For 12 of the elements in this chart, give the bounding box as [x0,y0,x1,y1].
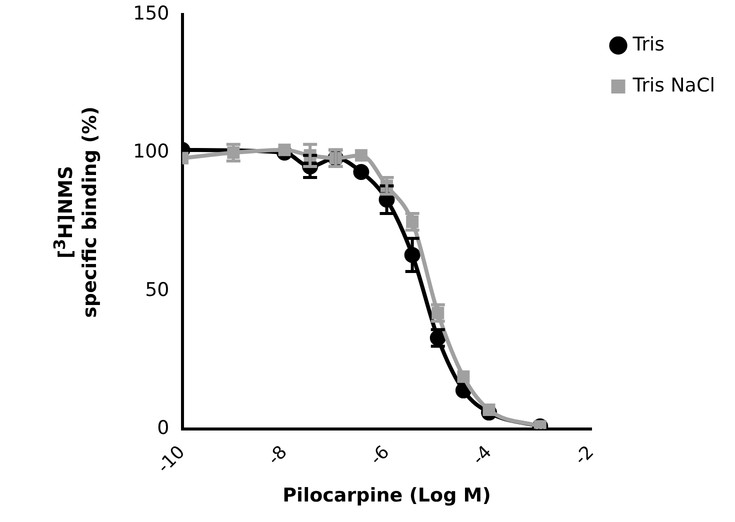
x-tick-label: -6 [366,442,394,470]
y-tick-label: 100 [133,140,170,163]
legend-label: Tris NaCl [632,74,716,96]
legend-label: Tris [632,33,665,56]
y-tick-label: 0 [157,417,170,440]
x-tick-label: -2 [570,442,598,470]
x-tick-label: -10 [153,442,190,478]
y-tick-label: 50 [145,278,170,301]
y-tick-label: 150 [133,2,170,24]
x-tick-label: -8 [264,442,292,470]
x-axis-title: Pilocarpine (Log M) [282,484,491,507]
x-tick-label: -4 [468,442,496,470]
